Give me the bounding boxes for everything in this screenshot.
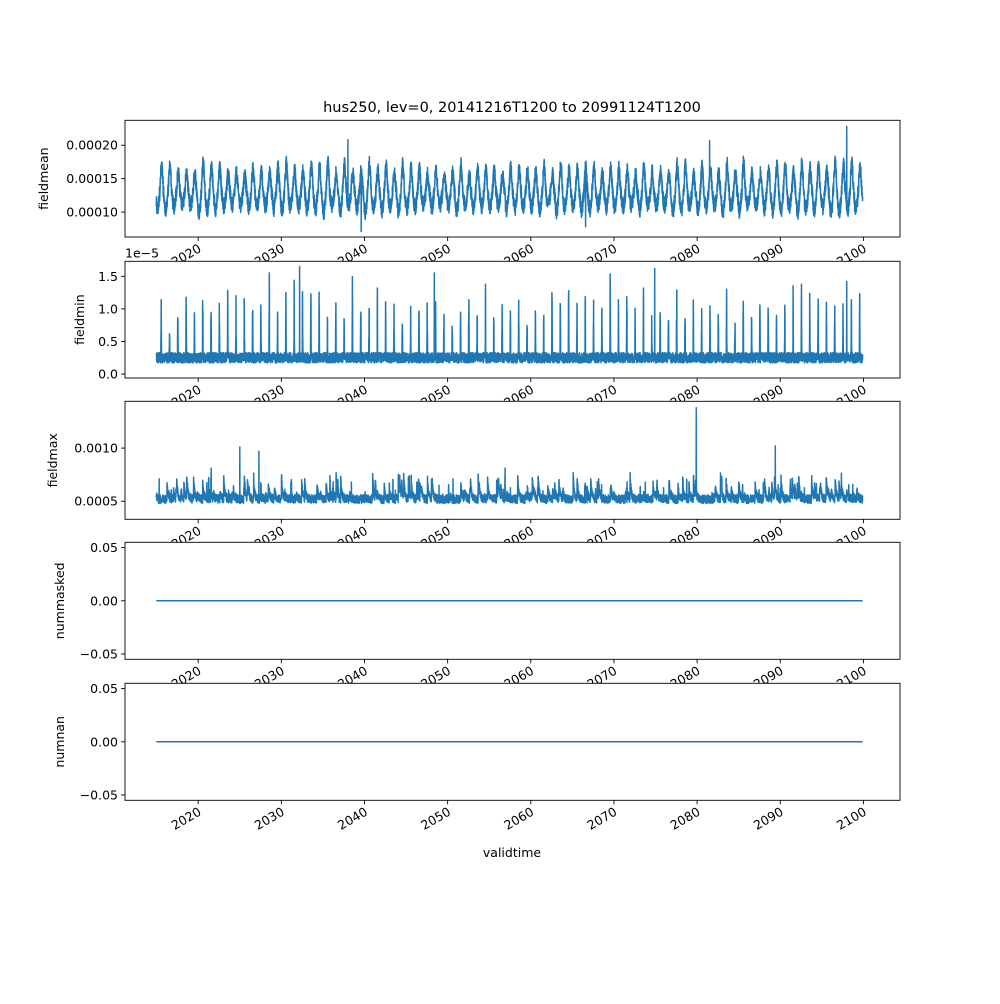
y-tick-label: 0.05 — [90, 681, 118, 696]
x-tick-label: 2080 — [668, 804, 703, 833]
y-axis-label: nummasked — [52, 562, 67, 639]
x-axis-label: validtime — [483, 845, 541, 860]
x-tick-label: 2090 — [751, 804, 786, 833]
y-tick-label: 0.00 — [90, 734, 118, 749]
y-tick-label: 1.0 — [98, 301, 118, 316]
y-tick-label: −0.05 — [80, 787, 118, 802]
chart-title: hus250, lev=0, 20141216T1200 to 20991124… — [323, 100, 701, 116]
y-tick-label: 0.00 — [90, 593, 118, 608]
axes-frame — [124, 400, 901, 520]
x-tick-label: 2030 — [252, 804, 287, 833]
series-line-fieldmin — [155, 265, 864, 364]
y-axis-label: fieldmean — [36, 147, 51, 209]
y-offset-text: 1e−5 — [125, 245, 159, 260]
y-axis-label: fieldmax — [45, 433, 60, 487]
subplot-numnan: −0.05 0.00 0.05 2020 2030 2040 2050 2060 2070 208… — [52, 681, 901, 833]
y-tick-label: 0.00015 — [66, 171, 118, 186]
y-tick-label: 0.0 — [98, 367, 118, 382]
x-tick-label: 2060 — [501, 804, 536, 833]
y-tick-label: 0.05 — [90, 540, 118, 555]
y-axis-label: numnan — [52, 716, 67, 768]
subplots: 0.00010 0.00015 0.00020 2020 2030 2040 2050 206… — [36, 119, 901, 833]
y-tick-label: 0.00020 — [66, 138, 118, 153]
y-tick-label: −0.05 — [80, 646, 118, 661]
x-tick-label: 2100 — [834, 804, 869, 833]
y-tick-label: 0.0010 — [74, 441, 118, 456]
y-tick-label: 1.5 — [98, 269, 118, 284]
axes-frame — [124, 260, 901, 379]
y-tick-label: 0.0005 — [74, 494, 118, 509]
x-tick-label: 2070 — [584, 804, 619, 833]
series-line-fieldmax — [155, 406, 864, 505]
y-tick-label: 0.00010 — [66, 205, 118, 220]
series-line-fieldmean — [155, 125, 864, 233]
x-tick-label: 2020 — [169, 804, 204, 833]
y-axis-label: fieldmin — [72, 294, 87, 345]
x-tick-label: 2040 — [335, 804, 370, 833]
y-tick-label: 0.5 — [98, 334, 118, 349]
x-tick-label: 2050 — [418, 804, 453, 833]
